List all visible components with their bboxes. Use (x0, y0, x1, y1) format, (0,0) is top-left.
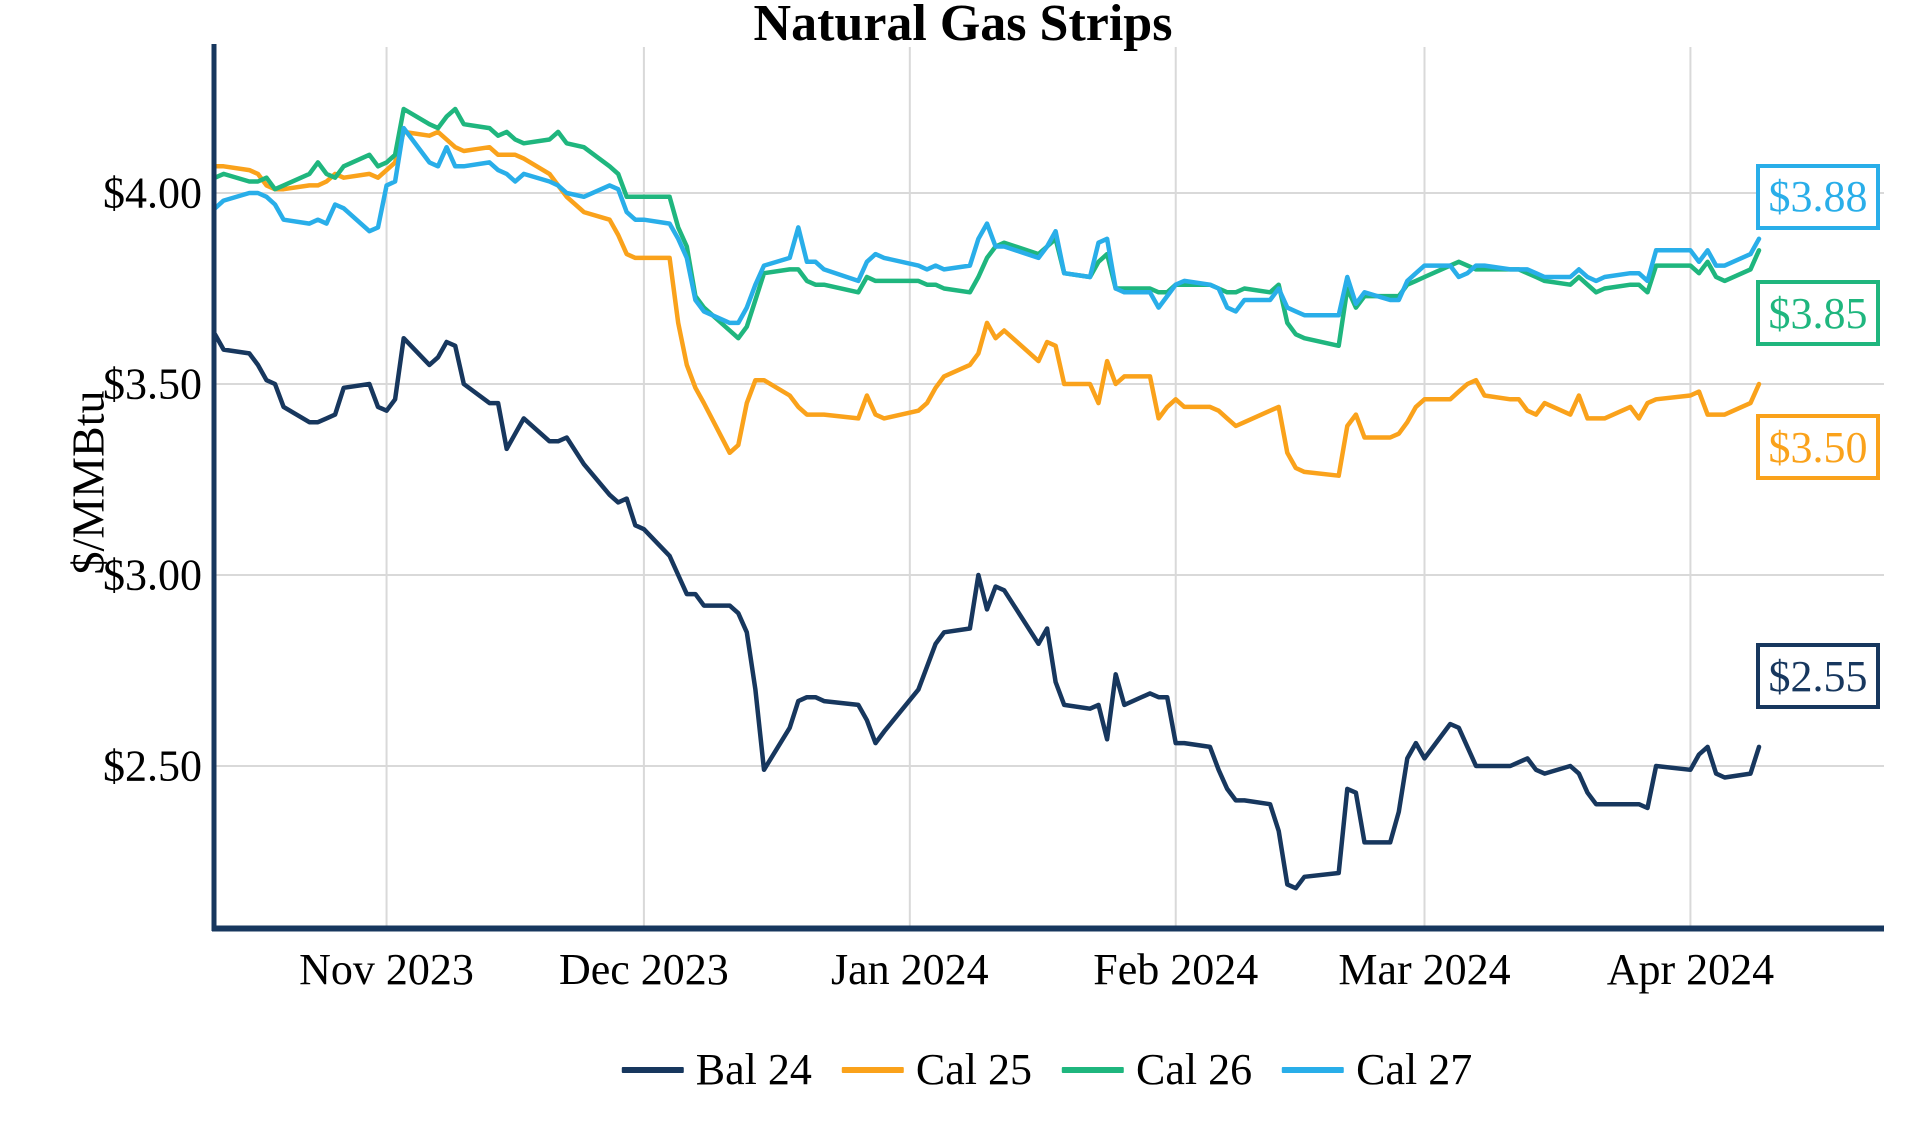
legend-label: Cal 27 (1356, 1045, 1473, 1094)
y-tick-label: $4.00 (103, 168, 202, 218)
series-line-cal-25 (212, 129, 1762, 478)
legend-label: Cal 25 (915, 1045, 1032, 1094)
x-tick-label: Feb 2024 (1093, 945, 1259, 994)
legend-label: Bal 24 (695, 1045, 812, 1094)
legend-item-cal-27: Cal 27 (1282, 1044, 1472, 1095)
end-value-label: $2.55 (1756, 643, 1880, 710)
legend-line-swatch (1282, 1066, 1345, 1073)
x-tick-label: Jan 2024 (830, 945, 989, 994)
x-tick-label: Dec 2023 (558, 945, 729, 994)
legend-item-cal-26: Cal 26 (1062, 1044, 1252, 1095)
end-value-label: $3.85 (1756, 280, 1880, 347)
y-tick-label: $3.50 (103, 359, 202, 409)
x-tick-label: Nov 2023 (299, 945, 474, 994)
y-tick-label: $3.00 (103, 550, 202, 600)
legend-label: Cal 26 (1136, 1045, 1253, 1094)
legend-item-cal-25: Cal 25 (841, 1044, 1032, 1095)
series-line-cal-27 (212, 125, 1762, 326)
legend: Bal 24 Cal 25 Cal 26 Cal 27 (621, 1044, 1472, 1095)
legend-line-swatch (841, 1066, 904, 1073)
y-tick-label: $2.50 (103, 741, 202, 791)
legend-line-swatch (1062, 1066, 1124, 1073)
x-tick-label: Apr 2024 (1606, 945, 1775, 994)
x-tick-label: Mar 2024 (1338, 945, 1511, 994)
chart-title: Natural Gas Strips (753, 0, 1173, 52)
legend-line-swatch (621, 1066, 684, 1073)
end-value-label: $3.88 (1756, 163, 1880, 230)
series-line-bal-24 (212, 332, 1762, 891)
end-value-label: $3.50 (1756, 414, 1880, 481)
legend-item-bal-24: Bal 24 (621, 1044, 812, 1095)
